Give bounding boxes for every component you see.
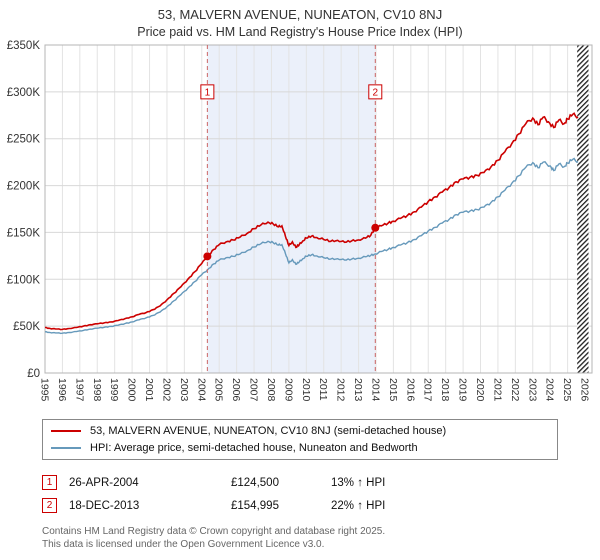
transaction-2-price: £154,995 [231,499,279,512]
transaction-1-price: £124,500 [231,476,279,489]
svg-text:2016: 2016 [404,378,416,402]
svg-text:2015: 2015 [387,378,399,402]
transaction-1-badge: 1 [42,475,57,490]
chart-title: 53, MALVERN AVENUE, NUNEATON, CV10 8NJ [157,7,443,22]
svg-text:2005: 2005 [213,378,225,402]
svg-text:2020: 2020 [474,378,486,402]
svg-text:2024: 2024 [544,378,556,402]
svg-text:2022: 2022 [509,378,521,402]
svg-text:2025: 2025 [561,378,573,402]
svg-text:2006: 2006 [230,378,242,402]
svg-text:£300K: £300K [7,87,41,99]
legend-item-property: 53, MALVERN AVENUE, NUNEATON, CV10 8NJ (… [51,425,549,437]
hpi-series-swatch [51,446,81,450]
svg-text:£150K: £150K [7,227,41,239]
svg-text:2000: 2000 [126,378,138,402]
transaction-row-2: 2 18-DEC-2013 £154,995 22% ↑ HPI [42,494,600,517]
svg-text:2023: 2023 [526,378,538,402]
svg-text:2011: 2011 [317,378,329,401]
hpi-series-label: HPI: Average price, semi-detached house,… [90,442,418,454]
svg-text:2018: 2018 [439,378,451,402]
svg-text:£100K: £100K [7,274,41,286]
svg-text:2008: 2008 [265,378,277,402]
svg-text:1996: 1996 [56,378,68,402]
property-series-label: 53, MALVERN AVENUE, NUNEATON, CV10 8NJ (… [90,425,447,437]
license-note: Contains HM Land Registry data © Crown c… [42,525,600,551]
svg-text:1998: 1998 [91,378,103,402]
property-series-swatch [51,429,81,433]
license-line-1: Contains HM Land Registry data © Crown c… [42,526,386,537]
svg-text:2017: 2017 [422,378,434,402]
transaction-1-hpi-delta: 13% ↑ HPI [331,476,386,489]
svg-text:2021: 2021 [491,378,503,402]
svg-text:£50K: £50K [13,321,40,333]
svg-text:1999: 1999 [108,378,120,402]
svg-text:2003: 2003 [178,378,190,402]
transaction-2-date: 18-DEC-2013 [69,499,140,512]
transaction-2-hpi-delta: 22% ↑ HPI [331,499,386,512]
svg-text:2014: 2014 [369,378,381,402]
svg-text:2026: 2026 [579,378,591,402]
svg-text:2013: 2013 [352,378,364,402]
svg-text:2019: 2019 [457,378,469,402]
svg-text:£250K: £250K [7,134,41,146]
price-history-chart: 1 2 £0 £50K £100K £150K £200K £250K £300K £350K 19… [7,40,593,402]
svg-text:2002: 2002 [160,378,172,402]
svg-text:1: 1 [205,87,211,98]
transactions-list: 1 26-APR-2004 £124,500 13% ↑ HPI 2 18-DE… [42,471,600,517]
chart-subtitle: Price paid vs. HM Land Registry's House … [137,25,463,39]
svg-text:2: 2 [373,87,379,98]
transaction-2-badge: 2 [42,498,57,513]
license-line-2: This data is licensed under the Open Gov… [42,539,325,550]
legend-item-hpi: HPI: Average price, semi-detached house,… [51,442,549,454]
svg-text:2009: 2009 [282,378,294,402]
transaction-1-date: 26-APR-2004 [69,476,139,489]
svg-text:£200K: £200K [7,181,41,193]
svg-text:1997: 1997 [73,378,85,402]
svg-text:2010: 2010 [300,378,312,402]
transaction-row-1: 1 26-APR-2004 £124,500 13% ↑ HPI [42,471,600,494]
svg-text:2001: 2001 [143,378,155,402]
svg-text:£350K: £350K [7,40,41,52]
svg-text:1995: 1995 [39,378,51,402]
svg-text:2012: 2012 [335,378,347,402]
svg-text:2007: 2007 [248,378,260,402]
svg-text:£0: £0 [27,368,40,380]
svg-text:2004: 2004 [195,378,207,402]
chart-legend: 53, MALVERN AVENUE, NUNEATON, CV10 8NJ (… [42,419,558,460]
